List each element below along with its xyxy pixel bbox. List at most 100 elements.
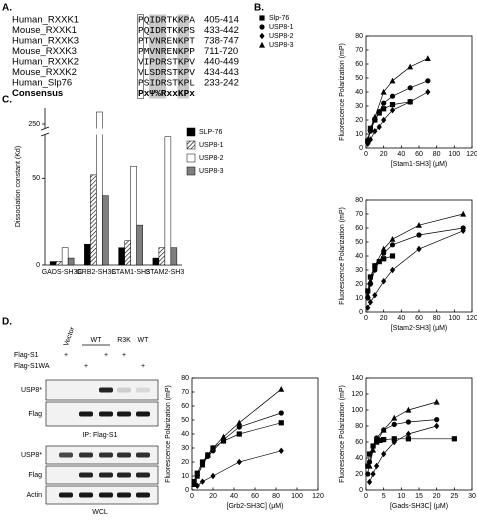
- axis-break: [40, 126, 50, 137]
- x-axis-label: [Stam1-SH3] (μM): [391, 161, 448, 168]
- treatment-mark: +: [64, 352, 68, 359]
- y-tick-label: 0: [359, 309, 363, 316]
- x-tick-label: 0: [364, 493, 368, 500]
- first-column-box: [137, 14, 144, 99]
- marker: [389, 107, 396, 114]
- marker: [380, 88, 387, 95]
- y-tick-label: 80: [181, 375, 189, 382]
- marker: [381, 116, 387, 124]
- legend-swatch: [186, 140, 196, 150]
- marker: [434, 422, 440, 430]
- marker: [416, 222, 422, 228]
- x-tick-label: 80: [272, 493, 280, 500]
- blot-row-label: Flag: [28, 411, 42, 418]
- marker: [416, 232, 422, 238]
- x-tick-label: 80: [433, 315, 441, 322]
- treatment: Flag-S1WA: [14, 363, 50, 370]
- blot-band: [136, 387, 150, 393]
- series-line: [367, 230, 464, 308]
- bar: [61, 247, 69, 266]
- marker: [391, 421, 397, 427]
- lane-group: Vector: [63, 326, 77, 348]
- bar: [164, 136, 172, 266]
- x-tick-label: 60: [415, 151, 423, 158]
- legend-label: USP8-2: [269, 33, 294, 40]
- blot-row-label: USP8*: [21, 387, 42, 394]
- marker: [372, 292, 378, 299]
- x-tick-label: 120: [466, 151, 477, 158]
- sequence: PQIDRTKKPS: [138, 25, 195, 36]
- marker: [381, 437, 387, 443]
- range: 433-442: [204, 25, 239, 36]
- x-tick-label: 60: [415, 315, 423, 322]
- marker: [380, 245, 387, 252]
- x-tick-label: GADS-SH3C: [42, 269, 83, 276]
- marker: [366, 451, 373, 457]
- marker: [236, 424, 242, 430]
- row-name: Human_RXXK2: [12, 57, 79, 68]
- bar: [136, 224, 143, 266]
- y-tick-label: 70: [355, 211, 363, 218]
- shade-column: [177, 14, 184, 99]
- y-tick-label: 10: [181, 473, 189, 480]
- x-tick-label: 60: [251, 493, 259, 500]
- sequence: PTVNRENKPT: [138, 36, 195, 47]
- treatment-mark: +: [104, 352, 108, 359]
- marker: [210, 472, 216, 480]
- marker: [376, 109, 382, 115]
- x-tick-label: 20: [380, 315, 388, 322]
- series-line: [367, 58, 428, 140]
- blot-band: [79, 472, 93, 478]
- panel-label: A.: [2, 3, 12, 14]
- marker: [194, 482, 200, 489]
- x-tick-label: 20: [209, 493, 217, 500]
- legend-swatch: [186, 153, 196, 163]
- bar: [96, 111, 103, 266]
- marker: [407, 63, 414, 70]
- bar: [130, 165, 137, 266]
- y-tick-label: 0: [36, 262, 40, 269]
- marker: [405, 436, 411, 442]
- marker: [194, 472, 201, 479]
- y-tick-label: 50: [355, 75, 363, 82]
- marker: [405, 406, 412, 413]
- y-tick-label: 0: [359, 487, 363, 494]
- y-tick-label: 80: [355, 33, 363, 40]
- range: 738-747: [204, 36, 239, 47]
- marker: [220, 433, 227, 440]
- marker: [278, 420, 284, 426]
- marker: [191, 481, 198, 487]
- y-tick-label: 60: [355, 439, 363, 446]
- marker: [204, 451, 211, 458]
- y-tick-label: 60: [355, 61, 363, 68]
- y-tick-label: 40: [355, 455, 363, 462]
- x-tick-label: 30: [468, 493, 476, 500]
- row-name: Human_RXXK1: [12, 15, 79, 26]
- marker: [381, 450, 387, 458]
- marker: [416, 245, 422, 253]
- marker: [389, 242, 396, 248]
- plot-frame: [365, 35, 473, 149]
- marker: [389, 93, 396, 99]
- blot-band: [79, 452, 93, 458]
- sequence: PMVNRENKPP: [138, 46, 195, 57]
- shade-column: [160, 14, 167, 99]
- legend-label: Slp-76: [269, 15, 289, 22]
- blot-band: [117, 411, 131, 417]
- legend-swatch: [186, 127, 196, 137]
- panel-label: D.: [2, 317, 12, 328]
- blot-band: [79, 411, 93, 417]
- x-axis-label: [Grb2-SH3C] (μM): [227, 503, 284, 510]
- x-tick-label: GRB2-SH3C: [76, 269, 116, 276]
- row-name: Human_RXXK3: [12, 36, 79, 47]
- y-tick-label: 10: [355, 131, 363, 138]
- lane-group: WT: [138, 337, 150, 344]
- series-line: [193, 388, 282, 485]
- y-tick-label: 0: [359, 145, 363, 152]
- marker: [376, 123, 382, 131]
- y-tick-label: 100: [351, 407, 363, 414]
- marker: [365, 463, 371, 469]
- x-tick-label: 0: [364, 151, 368, 158]
- marker: [370, 470, 376, 478]
- x-tick-label: 120: [466, 315, 477, 322]
